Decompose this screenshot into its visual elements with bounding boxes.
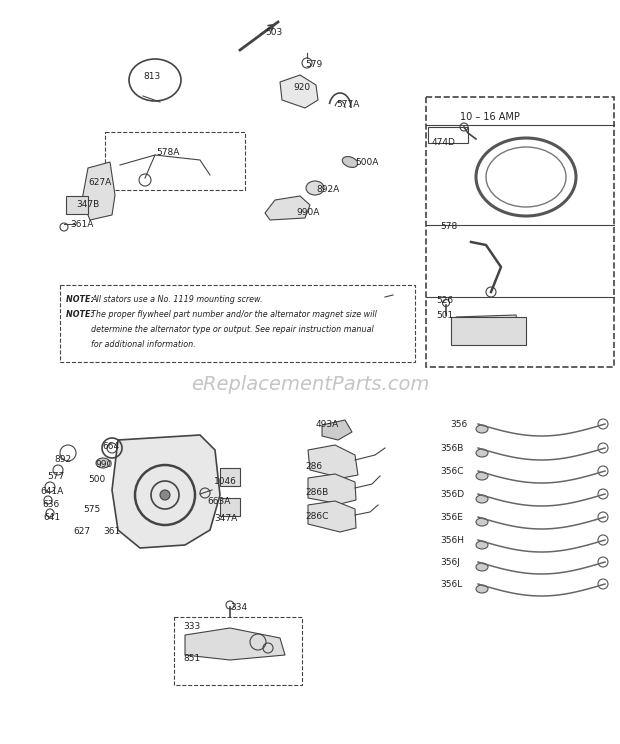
Text: 347B: 347B — [76, 200, 99, 209]
Polygon shape — [112, 435, 220, 548]
Text: 286B: 286B — [305, 488, 328, 497]
Polygon shape — [265, 196, 310, 220]
Ellipse shape — [96, 458, 110, 468]
Bar — [66, 196, 88, 214]
Text: 627: 627 — [73, 527, 90, 536]
Text: 347A: 347A — [214, 514, 237, 523]
Text: 990A: 990A — [296, 208, 319, 217]
Text: 851: 851 — [183, 654, 200, 663]
Text: 361A: 361A — [70, 220, 94, 229]
Ellipse shape — [476, 585, 488, 593]
Text: 356J: 356J — [440, 558, 460, 567]
Text: 990: 990 — [95, 460, 112, 469]
Bar — [220, 498, 240, 516]
Text: 1046: 1046 — [214, 477, 237, 486]
Text: 892A: 892A — [316, 185, 339, 194]
Text: 286: 286 — [305, 462, 322, 471]
Bar — [220, 468, 240, 486]
Text: 356B: 356B — [440, 444, 463, 453]
Bar — [428, 127, 468, 143]
Text: 493A: 493A — [316, 420, 339, 429]
Text: 636: 636 — [42, 500, 60, 509]
Ellipse shape — [476, 518, 488, 526]
Text: 334: 334 — [230, 603, 247, 612]
Text: 663A: 663A — [207, 497, 231, 506]
Text: 575: 575 — [83, 505, 100, 514]
Text: 500: 500 — [88, 475, 105, 484]
Text: 333: 333 — [183, 622, 200, 631]
Text: 474D: 474D — [432, 138, 456, 147]
Text: 503: 503 — [265, 28, 282, 37]
Text: 920: 920 — [293, 83, 310, 92]
Text: 500A: 500A — [355, 158, 378, 167]
Text: NOTE:: NOTE: — [66, 310, 97, 319]
Ellipse shape — [476, 449, 488, 457]
Text: 578A: 578A — [156, 148, 179, 157]
Ellipse shape — [342, 156, 358, 167]
Text: NOTE:: NOTE: — [66, 295, 97, 304]
Text: 356L: 356L — [440, 580, 463, 589]
Text: 892: 892 — [54, 455, 71, 464]
Polygon shape — [280, 75, 318, 108]
Polygon shape — [185, 628, 285, 660]
Text: 577A: 577A — [336, 100, 360, 109]
Text: The proper flywheel part number and/or the alternator magnet size will: The proper flywheel part number and/or t… — [91, 310, 377, 319]
Text: 579: 579 — [305, 60, 322, 69]
Text: 813: 813 — [143, 72, 160, 81]
Ellipse shape — [476, 472, 488, 480]
Text: 286C: 286C — [305, 512, 329, 521]
Text: 356: 356 — [450, 420, 467, 429]
Text: 356D: 356D — [440, 490, 464, 499]
Polygon shape — [308, 474, 356, 504]
Bar — [451, 317, 526, 345]
Polygon shape — [454, 315, 521, 339]
Text: for additional information.: for additional information. — [91, 340, 196, 349]
Ellipse shape — [476, 541, 488, 549]
Ellipse shape — [306, 181, 324, 195]
Text: 356C: 356C — [440, 467, 464, 476]
Polygon shape — [308, 501, 356, 532]
Ellipse shape — [476, 495, 488, 503]
Text: determine the alternator type or output. See repair instruction manual: determine the alternator type or output.… — [91, 325, 374, 334]
Bar — [174, 617, 302, 685]
Polygon shape — [322, 420, 352, 440]
Text: 526: 526 — [436, 296, 453, 305]
Bar — [426, 97, 614, 367]
Text: All stators use a No. 1119 mounting screw.: All stators use a No. 1119 mounting scre… — [91, 295, 262, 304]
Ellipse shape — [476, 425, 488, 433]
Text: 641: 641 — [43, 513, 60, 522]
Text: 501: 501 — [436, 311, 453, 320]
Polygon shape — [308, 445, 358, 478]
Polygon shape — [82, 162, 115, 220]
Text: 356E: 356E — [440, 513, 463, 522]
Bar — [105, 132, 245, 190]
Text: 356H: 356H — [440, 536, 464, 545]
Text: 641A: 641A — [40, 487, 63, 496]
Bar — [60, 285, 415, 362]
Ellipse shape — [476, 563, 488, 571]
Text: 664: 664 — [102, 442, 119, 451]
Text: 10 – 16 AMP: 10 – 16 AMP — [460, 112, 520, 122]
Text: 361: 361 — [103, 527, 120, 536]
Text: 577: 577 — [47, 472, 64, 481]
Circle shape — [160, 490, 170, 500]
Text: 578: 578 — [440, 222, 458, 231]
Text: 627A: 627A — [88, 178, 111, 187]
Text: eReplacementParts.com: eReplacementParts.com — [191, 375, 429, 394]
